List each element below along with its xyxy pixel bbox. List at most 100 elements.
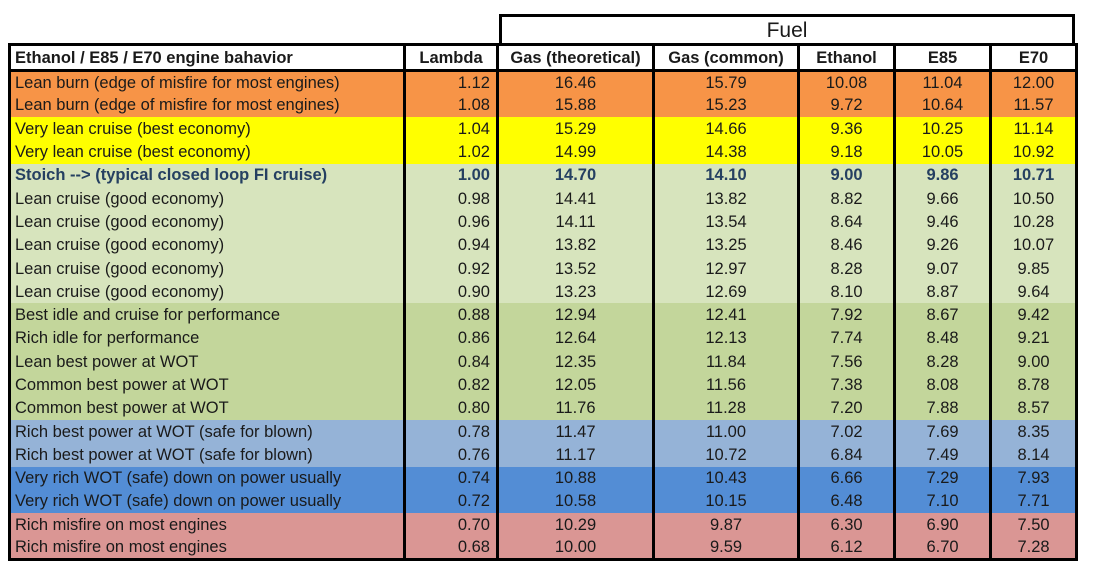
- ethanol-cell[interactable]: 9.00: [798, 163, 896, 187]
- behavior-cell[interactable]: Lean burn (edge of misfire for most engi…: [9, 70, 406, 94]
- e70-cell[interactable]: 7.71: [1017, 492, 1050, 511]
- behavior-cell[interactable]: Common best power at WOT: [9, 373, 406, 397]
- e85-cell[interactable]: 8.08: [894, 373, 992, 397]
- ethanol-cell[interactable]: 7.92: [798, 303, 896, 327]
- behavior-cell[interactable]: Very lean cruise (best economy): [9, 117, 406, 141]
- lambda-cell[interactable]: 0.92: [404, 256, 499, 281]
- gas-theoretical-cell[interactable]: 14.70: [497, 163, 655, 187]
- behavior-cell[interactable]: Lean cruise (good economy): [9, 210, 406, 234]
- ethanol-cell[interactable]: 6.84: [798, 443, 896, 467]
- behavior-cell[interactable]: Rich misfire on most engines: [9, 536, 406, 560]
- gas-common-cell[interactable]: 10.72: [653, 443, 800, 467]
- gas-theoretical-cell[interactable]: 10.58: [497, 489, 655, 514]
- gas-common-cell[interactable]: 13.82: [653, 186, 800, 211]
- ethanol-cell[interactable]: 8.46: [798, 233, 896, 257]
- e70-cell[interactable]: 8.57: [1017, 399, 1050, 418]
- behavior-cell[interactable]: Very rich WOT (safe) down on power usual…: [9, 489, 406, 514]
- gas-common-cell[interactable]: 10.43: [653, 466, 800, 490]
- ethanol-cell[interactable]: 8.82: [798, 186, 896, 211]
- behavior-cell[interactable]: Stoich --> (typical closed loop FI cruis…: [9, 163, 406, 187]
- gas-theoretical-cell[interactable]: 11.17: [497, 443, 655, 467]
- e70-cell[interactable]: 8.14: [1017, 445, 1050, 464]
- lambda-cell[interactable]: 0.82: [404, 373, 499, 397]
- lambda-cell[interactable]: 1.00: [404, 163, 499, 187]
- e85-cell[interactable]: 10.25: [894, 117, 992, 141]
- lambda-cell[interactable]: 0.72: [404, 489, 499, 514]
- e85-cell[interactable]: 10.05: [894, 140, 992, 164]
- e85-cell[interactable]: 7.29: [894, 466, 992, 490]
- behavior-cell[interactable]: Rich idle for performance: [9, 326, 406, 351]
- ethanol-cell[interactable]: 7.20: [798, 396, 896, 420]
- behavior-cell[interactable]: Very lean cruise (best economy): [9, 140, 406, 164]
- column-header-ethanol[interactable]: Ethanol: [798, 44, 896, 72]
- gas-common-cell[interactable]: 9.59: [653, 536, 800, 560]
- lambda-cell[interactable]: 0.74: [404, 466, 499, 490]
- gas-theoretical-cell[interactable]: 12.35: [497, 350, 655, 374]
- e70-cell[interactable]: 11.57: [1013, 96, 1054, 115]
- gas-common-cell[interactable]: 12.69: [653, 280, 800, 304]
- e85-cell[interactable]: 7.88: [894, 396, 992, 420]
- lambda-cell[interactable]: 0.90: [404, 280, 499, 304]
- behavior-cell[interactable]: Rich best power at WOT (safe for blown): [9, 419, 406, 444]
- e85-cell[interactable]: 7.10: [894, 489, 992, 514]
- ethanol-cell[interactable]: 7.74: [798, 326, 896, 351]
- lambda-cell[interactable]: 1.02: [404, 140, 499, 164]
- e70-cell[interactable]: 10.50: [1012, 189, 1055, 208]
- lambda-cell[interactable]: 1.04: [404, 117, 499, 141]
- e70-cell[interactable]: 10.71: [1012, 166, 1055, 185]
- gas-common-cell[interactable]: 11.28: [653, 396, 800, 420]
- ethanol-cell[interactable]: 10.08: [798, 70, 896, 94]
- ethanol-cell[interactable]: 8.10: [798, 280, 896, 304]
- gas-theoretical-cell[interactable]: 12.05: [497, 373, 655, 397]
- lambda-cell[interactable]: 0.78: [404, 419, 499, 444]
- lambda-cell[interactable]: 0.80: [404, 396, 499, 420]
- lambda-cell[interactable]: 1.08: [404, 93, 499, 118]
- e70-cell[interactable]: 7.28: [1017, 538, 1050, 557]
- e70-cell[interactable]: 8.78: [1017, 376, 1050, 394]
- gas-common-cell[interactable]: 11.56: [653, 373, 800, 397]
- e70-cell[interactable]: 10.92: [1012, 143, 1055, 162]
- behavior-cell[interactable]: Rich best power at WOT (safe for blown): [9, 443, 406, 467]
- gas-common-cell[interactable]: 15.23: [653, 93, 800, 118]
- gas-common-cell[interactable]: 13.54: [653, 210, 800, 234]
- e85-cell[interactable]: 8.28: [894, 350, 992, 374]
- lambda-cell[interactable]: 1.12: [404, 70, 499, 94]
- ethanol-cell[interactable]: 6.12: [798, 536, 896, 560]
- lambda-cell[interactable]: 0.94: [404, 233, 499, 257]
- gas-theoretical-cell[interactable]: 12.64: [497, 326, 655, 351]
- behavior-cell[interactable]: Lean burn (edge of misfire for most engi…: [9, 93, 406, 118]
- e85-cell[interactable]: 11.04: [894, 70, 992, 94]
- lambda-cell[interactable]: 0.70: [404, 513, 499, 537]
- ethanol-cell[interactable]: 7.56: [798, 350, 896, 374]
- behavior-cell[interactable]: Best idle and cruise for performance: [9, 303, 406, 327]
- gas-theoretical-cell[interactable]: 11.47: [497, 419, 655, 444]
- gas-theoretical-cell[interactable]: 10.00: [497, 536, 655, 560]
- e70-cell[interactable]: 9.42: [1017, 306, 1050, 325]
- ethanol-cell[interactable]: 8.64: [798, 210, 896, 234]
- e85-cell[interactable]: 9.46: [894, 210, 992, 234]
- gas-theoretical-cell[interactable]: 15.88: [497, 93, 655, 118]
- e85-cell[interactable]: 10.64: [894, 93, 992, 118]
- behavior-cell[interactable]: Rich misfire on most engines: [9, 513, 406, 537]
- behavior-cell[interactable]: Common best power at WOT: [9, 396, 406, 420]
- ethanol-cell[interactable]: 6.66: [798, 466, 896, 490]
- lambda-cell[interactable]: 0.98: [404, 186, 499, 211]
- gas-common-cell[interactable]: 13.25: [653, 233, 800, 257]
- gas-common-cell[interactable]: 10.15: [653, 489, 800, 514]
- e70-cell[interactable]: 9.85: [1017, 259, 1050, 278]
- e85-cell[interactable]: 6.90: [894, 513, 992, 537]
- column-header-gas-theoretical[interactable]: Gas (theoretical): [497, 44, 655, 72]
- behavior-cell[interactable]: Very rich WOT (safe) down on power usual…: [9, 466, 406, 490]
- behavior-cell[interactable]: Lean cruise (good economy): [9, 280, 406, 304]
- e85-cell[interactable]: 6.70: [894, 536, 992, 560]
- e70-cell[interactable]: 11.14: [1013, 119, 1054, 138]
- lambda-cell[interactable]: 0.96: [404, 210, 499, 234]
- gas-theoretical-cell[interactable]: 12.94: [497, 303, 655, 327]
- e70-cell[interactable]: 10.07: [1012, 236, 1055, 255]
- gas-common-cell[interactable]: 12.13: [653, 326, 800, 351]
- column-header-gas-common[interactable]: Gas (common): [653, 44, 800, 72]
- e70-cell[interactable]: 7.50: [1017, 515, 1050, 534]
- behavior-cell[interactable]: Lean cruise (good economy): [9, 186, 406, 211]
- gas-common-cell[interactable]: 14.10: [653, 163, 800, 187]
- e85-cell[interactable]: 9.07: [894, 256, 992, 281]
